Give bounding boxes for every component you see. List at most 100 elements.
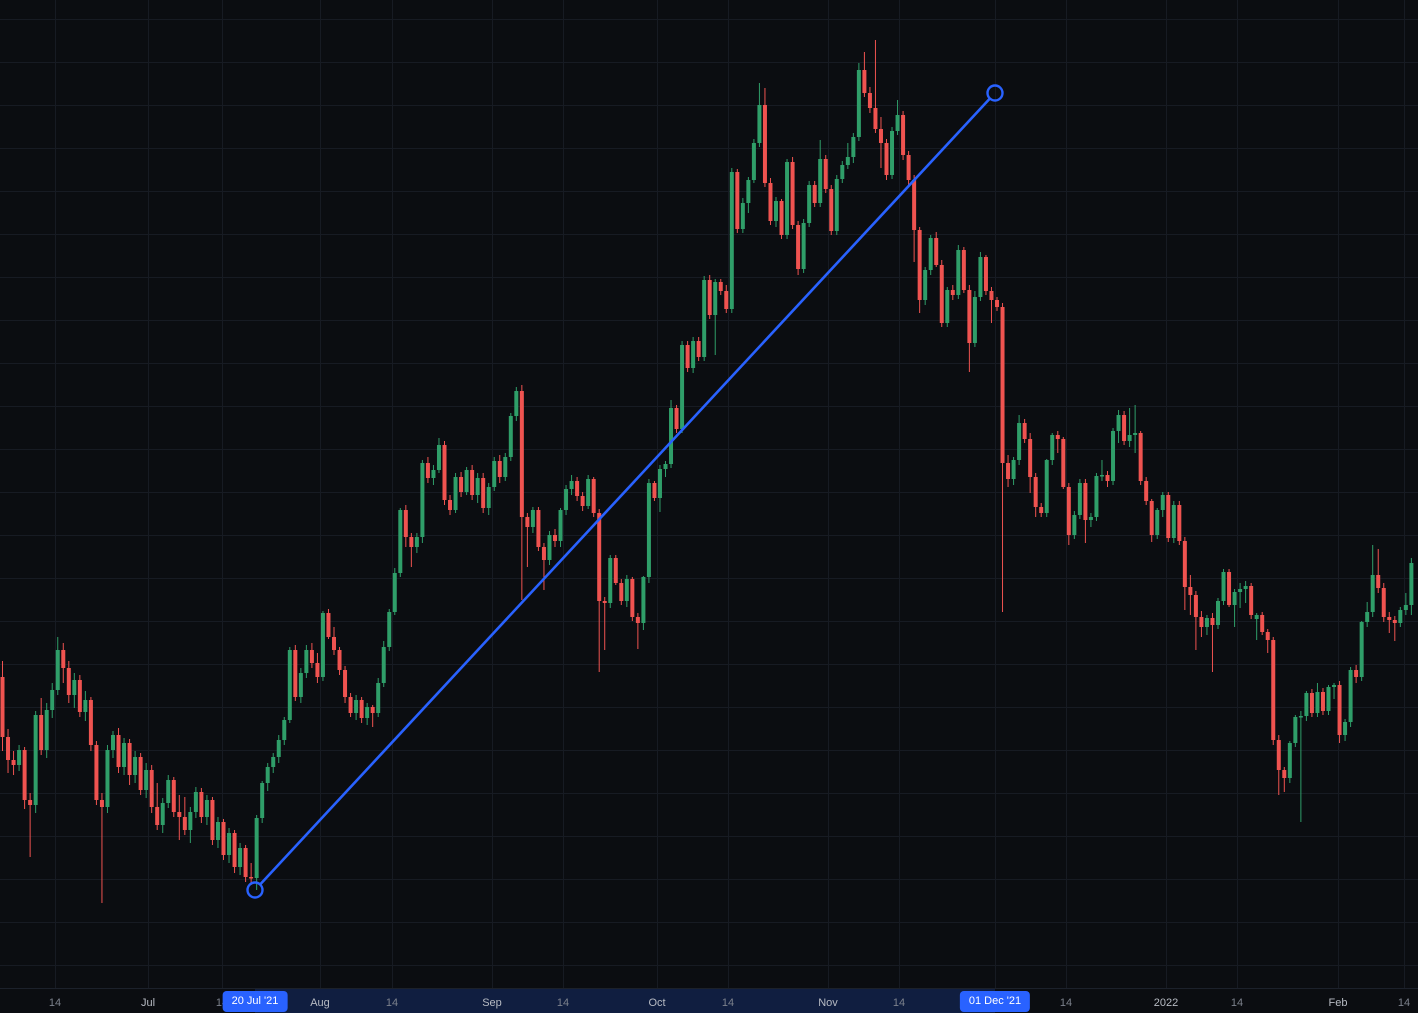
- candle-body: [1354, 670, 1359, 677]
- candle-body: [1116, 415, 1121, 431]
- candle-body: [1204, 618, 1209, 627]
- time-axis-tick-label[interactable]: Oct: [648, 997, 665, 1009]
- candle-body: [619, 583, 624, 601]
- candle-body: [1271, 640, 1276, 740]
- candle-body: [1332, 685, 1337, 687]
- time-axis-tick-label[interactable]: 14: [386, 997, 398, 1009]
- candle-body: [1144, 481, 1149, 501]
- candle-body: [265, 767, 270, 783]
- trend-line-handle-end[interactable]: [986, 84, 1004, 102]
- candle-body: [1227, 572, 1232, 605]
- time-axis-tick-label[interactable]: Feb: [1329, 997, 1348, 1009]
- time-axis-tick-label[interactable]: 14: [1398, 997, 1410, 1009]
- candle-body: [575, 481, 580, 496]
- candle-body: [1376, 575, 1381, 588]
- candle-body: [1000, 307, 1005, 463]
- candle-body: [917, 230, 922, 300]
- candle-body: [17, 750, 22, 765]
- candle-body: [166, 780, 171, 803]
- candle-body: [1028, 439, 1033, 477]
- candle-body: [287, 650, 292, 720]
- candle-body: [1149, 501, 1154, 535]
- candle-body: [514, 391, 519, 416]
- candle-body: [1365, 612, 1370, 622]
- candle-body: [724, 291, 729, 309]
- candle-body: [1337, 685, 1342, 735]
- time-axis-tick-label[interactable]: 14: [49, 997, 61, 1009]
- candle-body: [1298, 716, 1303, 718]
- candle-body: [972, 297, 977, 343]
- candle-body: [44, 710, 49, 750]
- candle-body: [1083, 483, 1088, 520]
- candle-body: [304, 650, 309, 673]
- candle-body: [967, 290, 972, 343]
- time-axis-tick-label[interactable]: Nov: [818, 997, 838, 1009]
- time-axis-tick-label[interactable]: 14: [893, 997, 905, 1009]
- time-axis-tick-label[interactable]: 14: [1060, 997, 1072, 1009]
- candle-body: [171, 780, 176, 812]
- candle-body: [834, 179, 839, 231]
- time-axis-tick-label[interactable]: 14: [557, 997, 569, 1009]
- candle-body: [1022, 423, 1027, 439]
- candle-body: [72, 680, 77, 695]
- candle-body: [530, 510, 535, 527]
- candle-body: [613, 558, 618, 583]
- time-axis-tick-label[interactable]: Jul: [141, 997, 155, 1009]
- candle-body: [1254, 615, 1259, 619]
- candle-body: [912, 180, 917, 230]
- candle-body: [6, 737, 11, 760]
- candle-body: [790, 162, 795, 225]
- candle-body: [28, 800, 33, 805]
- candle-body: [359, 700, 364, 718]
- trend-line-drawing[interactable]: [246, 84, 1004, 899]
- candle-body: [1193, 595, 1198, 617]
- candle-body: [122, 743, 127, 767]
- axis-selected-range: [255, 988, 995, 1013]
- candle-body: [547, 535, 552, 560]
- candle-body: [591, 479, 596, 513]
- candle-body: [735, 172, 740, 229]
- candle-body: [1320, 692, 1325, 711]
- candle-body: [1409, 563, 1414, 605]
- candle-body: [365, 707, 370, 718]
- candle-body: [768, 183, 773, 221]
- candle-body: [845, 157, 850, 165]
- candle-body: [1199, 617, 1204, 627]
- time-axis-tick-label[interactable]: Aug: [310, 997, 330, 1009]
- candle-body: [293, 650, 298, 697]
- candle-body: [652, 483, 657, 498]
- candle-body: [1232, 592, 1237, 605]
- candle-body: [1276, 740, 1281, 770]
- candle-body: [906, 155, 911, 180]
- candle-body: [232, 833, 237, 867]
- time-axis-tick-label[interactable]: 14: [722, 997, 734, 1009]
- trend-line[interactable]: [259, 97, 991, 886]
- trend-line-handle-start[interactable]: [246, 881, 264, 899]
- candle-body: [376, 683, 381, 713]
- time-axis[interactable]: 14Jul14Aug14Sep14Oct14Nov1414202214Feb14: [0, 988, 1418, 1013]
- candle-body: [1249, 586, 1254, 615]
- candle-body: [569, 481, 574, 489]
- candle-body: [1122, 415, 1127, 441]
- candle-body: [956, 250, 961, 295]
- candle-body: [1166, 495, 1171, 538]
- candle-body: [381, 647, 386, 683]
- candle-body: [116, 735, 121, 767]
- candle-body: [177, 812, 182, 817]
- candle-body: [1238, 589, 1243, 592]
- candle-body: [807, 185, 812, 223]
- candle-body: [486, 487, 491, 508]
- time-axis-tick-label[interactable]: 2022: [1154, 997, 1178, 1009]
- candle-body: [133, 757, 138, 775]
- candle-body: [1105, 475, 1110, 481]
- time-axis-tick-label[interactable]: 14: [1231, 997, 1243, 1009]
- candle-body: [320, 613, 325, 677]
- time-axis-tick-label[interactable]: Sep: [482, 997, 502, 1009]
- candle-body: [961, 250, 966, 290]
- candle-body: [309, 650, 314, 663]
- candle-body: [111, 735, 115, 750]
- candle-body: [878, 129, 883, 143]
- candle-body: [459, 477, 464, 492]
